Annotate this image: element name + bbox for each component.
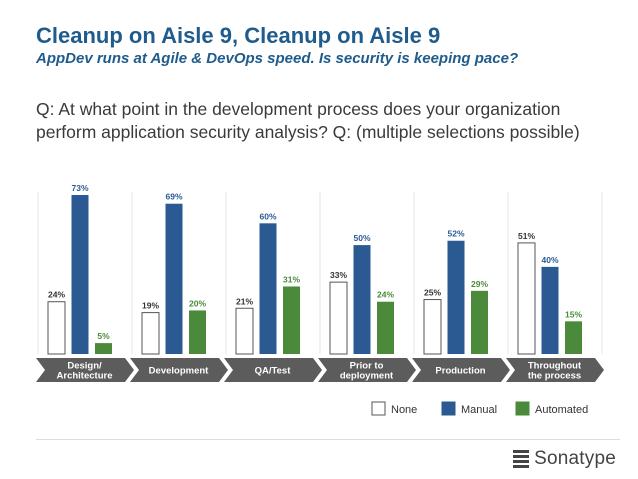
category-arrow <box>412 358 510 382</box>
category-arrow <box>224 358 322 382</box>
brand-logo: Sonatype <box>513 448 616 470</box>
bar-none <box>423 299 442 355</box>
data-label-manual: 73% <box>71 183 88 193</box>
category-arrow <box>318 358 416 382</box>
category-label: the process <box>528 371 581 382</box>
data-label-automated: 31% <box>283 274 300 284</box>
data-label-none: 33% <box>330 270 347 280</box>
bar-automated <box>283 286 300 354</box>
category-label: Design/ <box>67 361 102 372</box>
data-label-manual: 52% <box>447 229 464 239</box>
bar-automated <box>565 321 582 354</box>
data-label-manual: 40% <box>541 255 558 265</box>
bar-manual <box>353 245 371 354</box>
bar-none <box>47 301 66 355</box>
bar-none <box>141 312 160 355</box>
chart-value-labels: 24% 73% 5% 19% 69% 20% 21% 60% 31% 33% 50% 24% 25% 52… <box>48 183 582 341</box>
category-arrow <box>130 358 228 382</box>
data-label-none: 25% <box>424 288 441 298</box>
category-arrows: Design/Architecture Development QA/Test Pri… <box>36 358 604 382</box>
bar-automated <box>189 310 206 354</box>
legend-swatch-none <box>371 401 386 416</box>
chart-gridlines <box>37 192 603 354</box>
category-label: Production <box>435 366 485 377</box>
slide-subtitle: AppDev runs at Agile & DevOps speed. Is … <box>36 50 519 67</box>
survey-question: Q: At what point in the development proc… <box>36 99 580 142</box>
legend-label-none: None <box>391 404 417 416</box>
data-label-none: 21% <box>236 296 253 306</box>
bar-manual <box>447 240 465 354</box>
slide-title: Cleanup on Aisle 9, Cleanup on Aisle 9 <box>36 23 441 48</box>
bar-none <box>329 281 348 355</box>
category-arrow <box>506 358 604 382</box>
bar-none <box>235 307 254 355</box>
data-label-none: 24% <box>48 290 65 300</box>
category-label: QA/Test <box>255 366 292 377</box>
category-label: deployment <box>340 371 394 382</box>
sonatype-logo-icon <box>513 450 530 468</box>
bar-automated <box>95 343 112 354</box>
category-label: Architecture <box>57 371 113 382</box>
bar-manual <box>541 266 559 354</box>
bar-manual <box>259 223 277 354</box>
data-label-manual: 69% <box>165 192 182 202</box>
category-label: Throughout <box>528 361 582 372</box>
category-arrow <box>36 358 134 382</box>
legend-label-automated: Automated <box>535 404 588 416</box>
bar-none <box>517 242 536 355</box>
chart-legend: None Manual Automated <box>371 401 588 416</box>
category-label: Prior to <box>350 361 384 372</box>
data-label-manual: 60% <box>259 211 276 221</box>
category-label: Development <box>149 366 209 377</box>
data-label-automated: 29% <box>471 279 488 289</box>
footer-divider <box>36 439 620 440</box>
data-label-manual: 50% <box>353 233 370 243</box>
bar-chart: 24% 73% 5% 19% 69% 20% 21% 60% 31% 33% 50% 24% 25% 52… <box>36 183 604 416</box>
data-label-automated: 24% <box>377 290 394 300</box>
data-label-automated: 15% <box>565 309 582 319</box>
bar-automated <box>377 301 394 354</box>
data-label-none: 19% <box>142 301 159 311</box>
legend-label-manual: Manual <box>461 404 497 416</box>
data-label-none: 51% <box>518 231 535 241</box>
bar-manual <box>71 195 89 354</box>
data-label-automated: 5% <box>97 331 110 341</box>
data-label-automated: 20% <box>189 298 206 308</box>
chart-bars <box>47 195 582 355</box>
legend-swatch-manual <box>441 401 456 416</box>
bar-automated <box>471 290 488 354</box>
brand-name: Sonatype <box>534 448 616 469</box>
legend-swatch-automated <box>515 401 530 416</box>
bar-manual <box>165 203 183 354</box>
